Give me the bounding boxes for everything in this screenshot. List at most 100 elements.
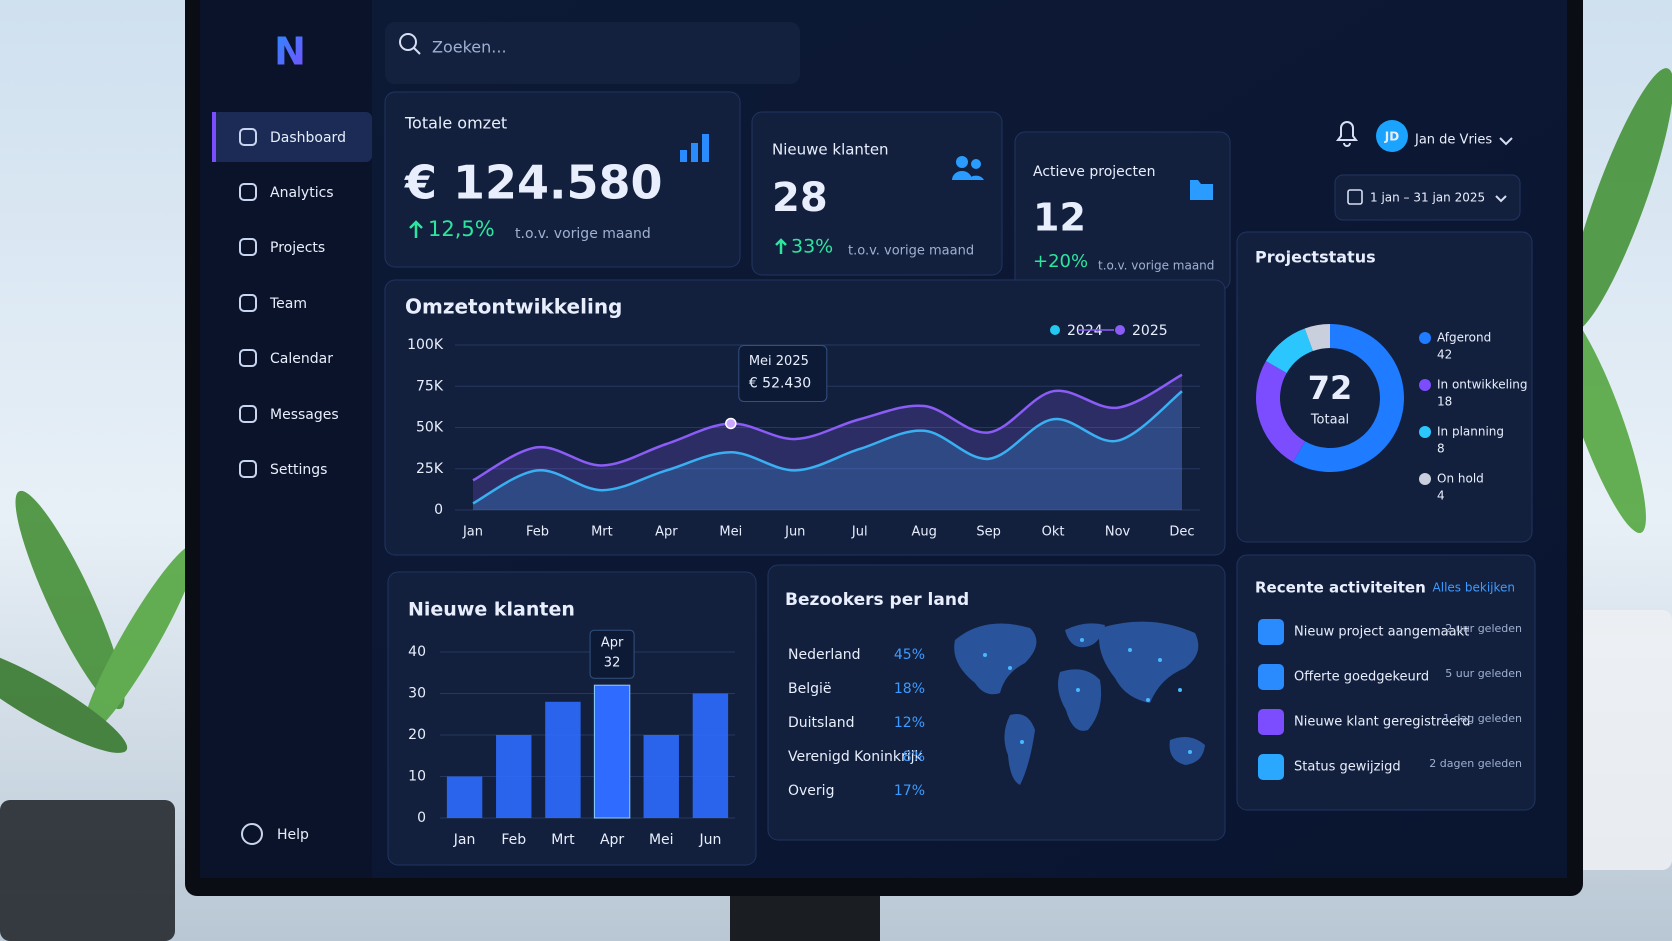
avatar-initials: JD [1384, 130, 1399, 144]
date-range: 1 jan – 31 jan 2025 [1370, 191, 1485, 205]
y-tick-label: 20 [408, 727, 426, 743]
nav-item[interactable]: Messages [270, 407, 339, 423]
date-chevron [1495, 195, 1507, 203]
x-tick-label: Mei [649, 832, 674, 848]
visitors-table: Nederland 45% België 18% Duitsland 12% Verenig… [788, 647, 925, 799]
country-share: 17% [894, 783, 925, 799]
kpi-card [751, 111, 1003, 276]
legend-value: 42 [1437, 348, 1452, 362]
nav-item[interactable]: Dashboard [270, 130, 346, 146]
legend-label: 2025 [1132, 323, 1168, 339]
y-tick-label: 0 [417, 810, 426, 826]
nav-icon [239, 460, 257, 478]
nav-active-bg [212, 112, 372, 162]
activity-text[interactable]: Status gewijzigd [1294, 760, 1401, 775]
activity-icon [1258, 664, 1284, 690]
up-arrow [409, 220, 423, 238]
bar [593, 684, 631, 819]
map-dots [983, 638, 1192, 754]
tooltip-value: 32 [604, 656, 621, 671]
monitor-stand [730, 896, 880, 941]
up-arrow [775, 238, 787, 254]
legend-dot [1419, 473, 1431, 485]
kpi-title: Actieve projecten [1033, 164, 1155, 180]
avatar[interactable] [1376, 120, 1408, 152]
y-tick-label: 75K [416, 378, 444, 394]
search-box[interactable] [385, 22, 800, 84]
series-line [472, 373, 1183, 482]
user-chevron[interactable] [1499, 137, 1513, 146]
x-tick-label: Feb [526, 525, 549, 540]
activity-icon [1258, 619, 1284, 645]
x-tick-label: Nov [1105, 525, 1131, 540]
y-tick-label: 25K [416, 461, 444, 477]
x-tick-label: Sep [976, 525, 1001, 540]
tooltip [738, 344, 828, 402]
bar [692, 693, 729, 818]
line-chart-card [384, 279, 1226, 556]
x-tick-label: Jun [698, 832, 721, 848]
x-tick-label: Apr [655, 525, 678, 540]
country: Verenigd Koninkrijk [788, 749, 923, 765]
nav-icon [239, 294, 257, 312]
series-line [472, 390, 1183, 505]
nav-item[interactable]: Settings [270, 462, 327, 478]
country-share: 12% [894, 715, 925, 731]
nav-item[interactable]: Projects [270, 240, 325, 256]
activity-time: 2 uur geleden [1445, 622, 1522, 635]
donut-slice [1293, 324, 1404, 472]
x-tick-label: Okt [1042, 525, 1065, 540]
country: Duitsland [788, 715, 855, 731]
activity-text[interactable]: Offerte goedgekeurd [1294, 670, 1429, 685]
country: Overig [788, 783, 834, 799]
bell-icon[interactable] [1336, 121, 1358, 147]
country-share: 45% [894, 647, 925, 663]
kpi-value: 12 [1033, 196, 1086, 240]
activity-text[interactable]: Nieuwe klant geregistreerd [1294, 715, 1470, 730]
kpi-note: t.o.v. vorige maand [515, 226, 651, 242]
nav-icon [239, 238, 257, 256]
chart-title: Nieuwe klanten [408, 599, 575, 621]
date-picker[interactable] [1334, 174, 1521, 221]
x-tick-label: Jan [462, 525, 483, 540]
donut-slice [1255, 361, 1305, 463]
legend-dot [1115, 325, 1125, 335]
activities-link[interactable]: Alles bekijken [1433, 581, 1515, 595]
nav-item[interactable]: Calendar [270, 351, 333, 367]
activity-icon [1258, 709, 1284, 735]
x-tick-label: Apr [600, 832, 624, 848]
chart-title: Projectstatus [1255, 248, 1376, 267]
y-tick-label: 100K [407, 337, 444, 353]
kpi-value: € 124.580 [404, 156, 663, 210]
bar [496, 735, 532, 818]
donut-total-label: Totaal [1310, 413, 1349, 428]
x-tick-label: Dec [1169, 525, 1194, 540]
kpi-title: Nieuwe klanten [772, 141, 889, 159]
help-link[interactable]: Help [277, 827, 309, 843]
users-icon [952, 156, 984, 180]
donut-slice [1265, 328, 1313, 373]
x-tick-label: Jul [851, 525, 868, 540]
nav-icon [239, 128, 257, 146]
activity-text[interactable]: Nieuw project aangemaakt [1294, 625, 1469, 640]
bar [643, 735, 679, 818]
legend-label: In ontwikkeling [1437, 378, 1528, 392]
legend-dot [1050, 325, 1060, 335]
nav: Dashboard Analytics Projects Team Calendar Me… [239, 128, 346, 478]
nav-icon [239, 405, 257, 423]
kpi-change: +20% [1033, 251, 1088, 272]
user-name[interactable]: Jan de Vries [1414, 133, 1492, 148]
nav-item[interactable]: Analytics [270, 185, 334, 201]
visitors-title: Bezookers per land [785, 590, 969, 610]
series-area [473, 374, 1182, 510]
country: België [788, 681, 832, 697]
bar [545, 701, 581, 818]
donut-slice [1304, 324, 1330, 352]
kpi-change: 12,5% [428, 217, 495, 241]
legend-dot [1419, 332, 1431, 344]
bar-icon [680, 134, 709, 162]
nav-item[interactable]: Team [269, 296, 307, 312]
x-tick-label: Aug [911, 525, 936, 540]
y-tick-label: 50K [416, 420, 444, 436]
